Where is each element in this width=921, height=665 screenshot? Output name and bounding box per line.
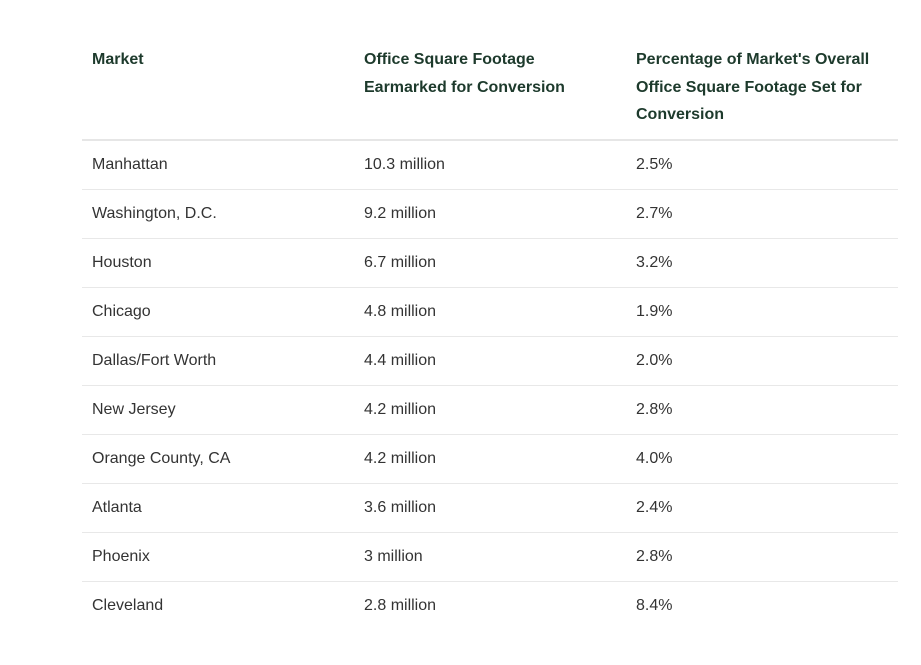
percentage-cell: 2.8% xyxy=(636,547,673,565)
market-cell: Dallas/Fort Worth xyxy=(92,351,217,369)
header-square-footage: Office Square Footage Earmarked for Conv… xyxy=(364,51,565,96)
percentage-cell: 2.7% xyxy=(636,204,673,222)
header-percentage: Percentage of Market's Overall Office Sq… xyxy=(636,51,870,123)
table-row: Phoenix 3 million 2.8% xyxy=(82,532,898,581)
table-row: Atlanta 3.6 million 2.4% xyxy=(82,483,898,532)
header-row: Market Office Square Footage Earmarked f… xyxy=(82,45,898,140)
percentage-cell: 2.0% xyxy=(636,351,673,369)
table-row: Orange County, CA 4.2 million 4.0% xyxy=(82,434,898,483)
market-cell: New Jersey xyxy=(92,400,176,418)
square-footage-cell: 10.3 million xyxy=(364,155,445,173)
square-footage-cell: 3 million xyxy=(364,547,423,565)
percentage-cell: 2.8% xyxy=(636,400,673,418)
market-cell: Houston xyxy=(92,253,152,271)
table-row: New Jersey 4.2 million 2.8% xyxy=(82,385,898,434)
table-row: Washington, D.C. 9.2 million 2.7% xyxy=(82,189,898,238)
percentage-cell: 4.0% xyxy=(636,449,673,467)
percentage-cell: 2.5% xyxy=(636,155,673,173)
percentage-cell: 3.2% xyxy=(636,253,673,271)
market-cell: Atlanta xyxy=(92,498,142,516)
market-cell: Phoenix xyxy=(92,547,150,565)
table-row: Manhattan 10.3 million 2.5% xyxy=(82,140,898,189)
table-row: Houston 6.7 million 3.2% xyxy=(82,238,898,287)
square-footage-cell: 3.6 million xyxy=(364,498,437,516)
percentage-cell: 2.4% xyxy=(636,498,673,516)
square-footage-cell: 2.8 million xyxy=(364,596,437,614)
square-footage-cell: 9.2 million xyxy=(364,204,437,222)
office-conversion-table: Market Office Square Footage Earmarked f… xyxy=(82,45,898,630)
market-cell: Washington, D.C. xyxy=(92,204,217,222)
percentage-cell: 1.9% xyxy=(636,302,673,320)
square-footage-cell: 4.2 million xyxy=(364,449,437,467)
header-market: Market xyxy=(92,51,144,68)
market-cell: Manhattan xyxy=(92,155,168,173)
market-cell: Cleveland xyxy=(92,596,164,614)
square-footage-cell: 4.2 million xyxy=(364,400,437,418)
square-footage-cell: 4.8 million xyxy=(364,302,437,320)
percentage-cell: 8.4% xyxy=(636,596,673,614)
market-cell: Orange County, CA xyxy=(92,449,231,467)
table-row: Chicago 4.8 million 1.9% xyxy=(82,287,898,336)
square-footage-cell: 4.4 million xyxy=(364,351,437,369)
table-row: Cleveland 2.8 million 8.4% xyxy=(82,581,898,630)
market-cell: Chicago xyxy=(92,302,151,320)
square-footage-cell: 6.7 million xyxy=(364,253,437,271)
table-row: Dallas/Fort Worth 4.4 million 2.0% xyxy=(82,336,898,385)
